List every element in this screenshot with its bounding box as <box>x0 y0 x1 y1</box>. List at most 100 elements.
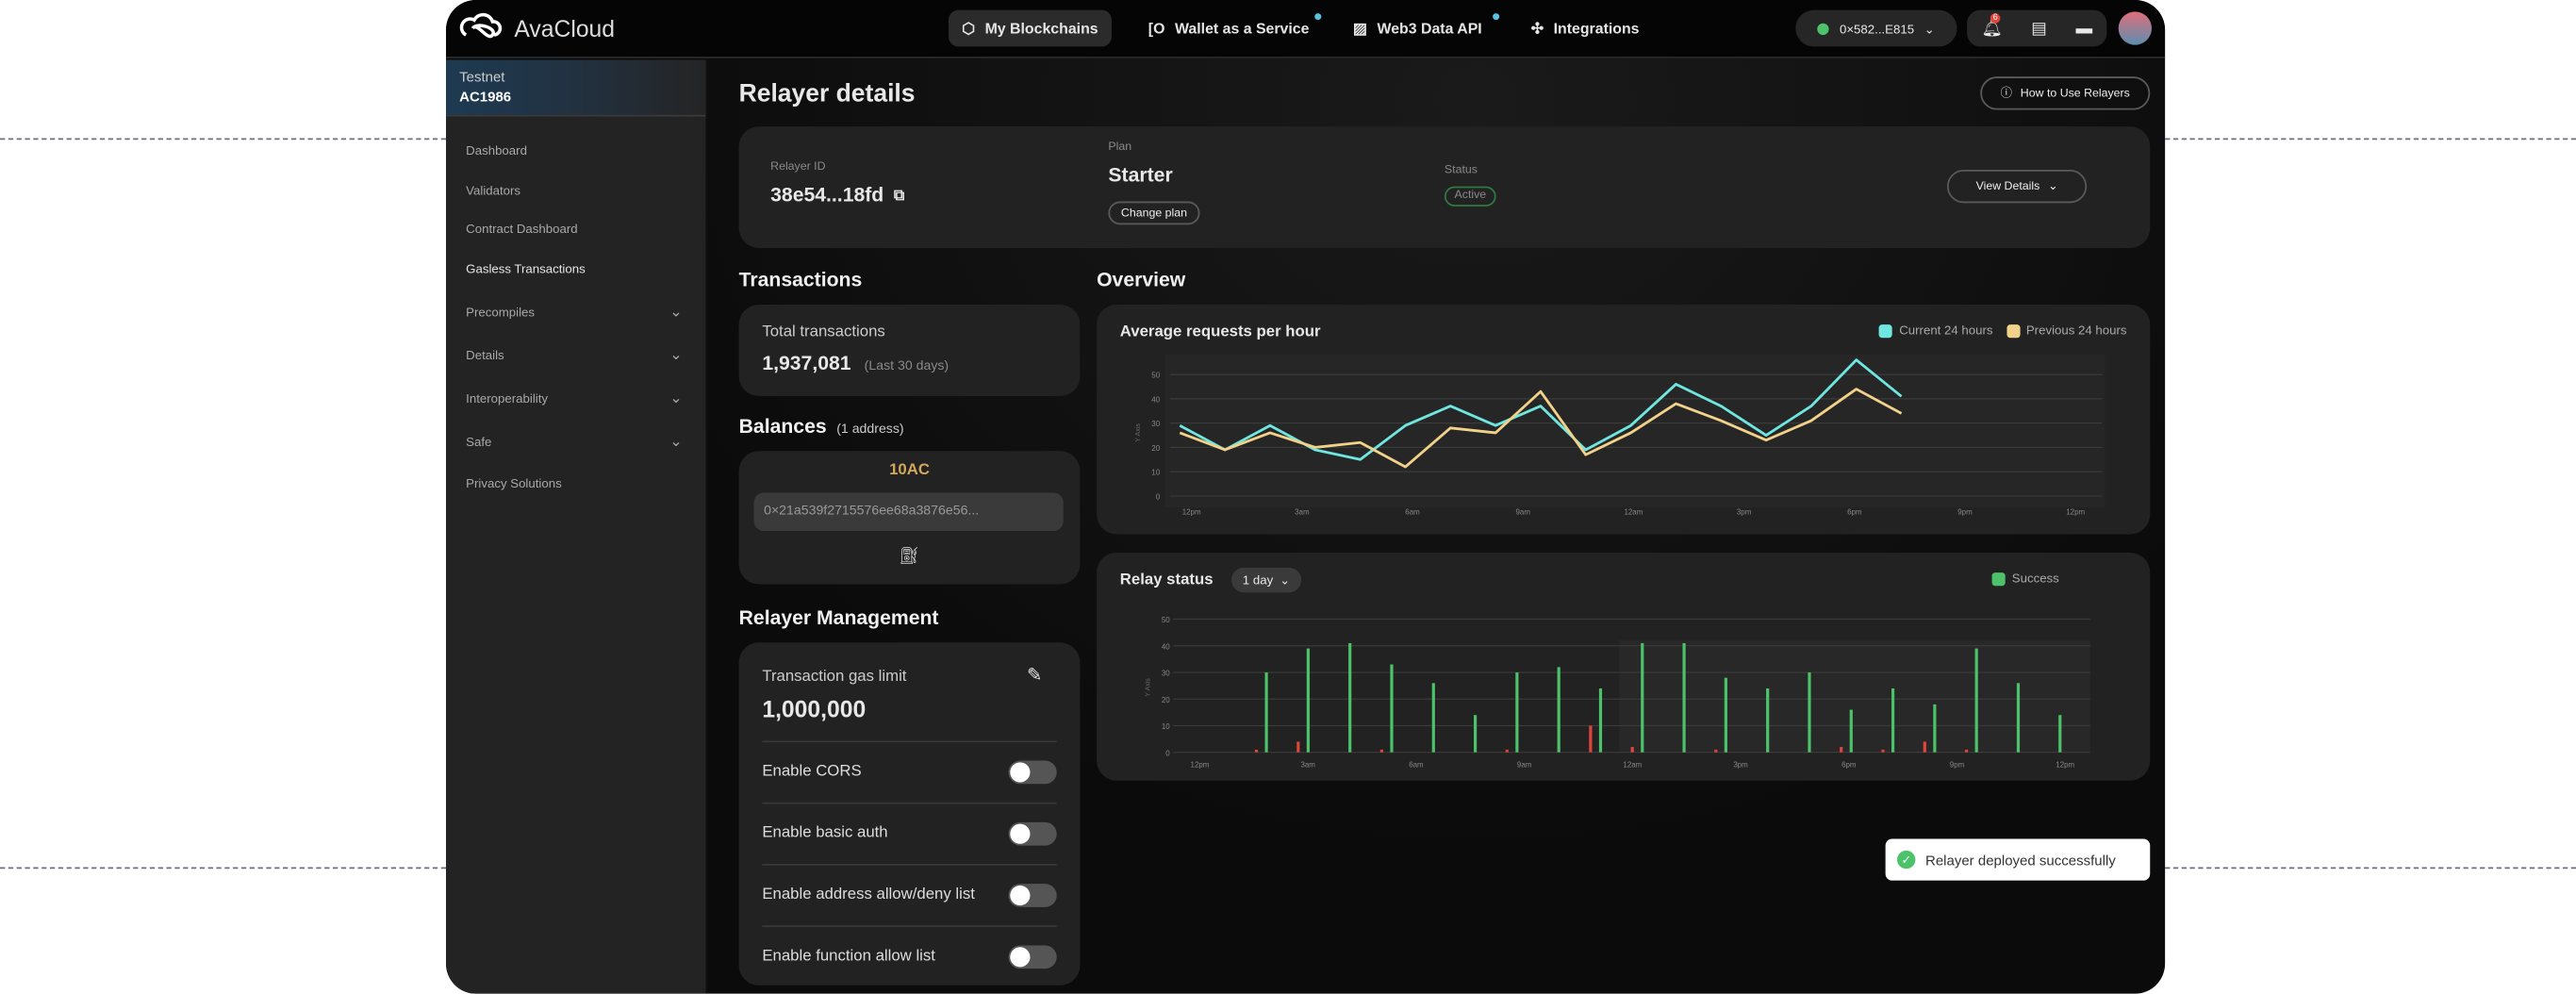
total-value: 1,937,081 <box>762 351 851 375</box>
success-bar <box>1766 688 1770 753</box>
x-tick-label: 12pm <box>1182 507 1201 516</box>
wallet-selector[interactable]: 0×582...E815 ⌄ <box>1795 9 1957 47</box>
logo[interactable]: AvaCloud <box>459 11 615 44</box>
y-tick-label: 50 <box>1162 616 1170 624</box>
page-title: Relayer details <box>738 79 916 108</box>
network-header[interactable]: Testnet AC1986 <box>445 59 706 117</box>
series-line <box>1179 388 1903 469</box>
gas-limit-label: Transaction gas limit <box>762 667 907 687</box>
chart-icon: ▨ <box>1352 19 1367 36</box>
success-bar <box>1264 672 1268 753</box>
failed-bar <box>1254 749 1259 753</box>
relayer-management-card: Transaction gas limit ✎ 1,000,000 Enable… <box>738 642 1081 986</box>
toggle-switch[interactable] <box>1008 820 1057 845</box>
success-bar <box>1431 683 1435 753</box>
y-axis-label: Y Axis <box>1135 423 1142 442</box>
sidebar-item-label: Gasless Transactions <box>466 261 586 276</box>
nav-label: Wallet as a Service <box>1175 20 1310 37</box>
line-chart: 0 10 20 30 40 50 Y Axis 12pm 3am 6am 9am 12am 3pm 6pm… <box>1135 354 2105 516</box>
sidebar-item-interoperability[interactable]: Interoperability ⌄ <box>466 389 682 407</box>
failed-bar <box>1630 747 1634 753</box>
success-bar <box>1933 704 1937 753</box>
range-dropdown[interactable]: 1 day ⌄ <box>1231 567 1302 593</box>
edit-icon[interactable]: ✎ <box>1026 665 1043 687</box>
view-details-button[interactable]: View Details ⌄ <box>1946 170 2088 204</box>
x-tick-label: 6am <box>1405 507 1420 516</box>
sidebar-item-contract-dashboard[interactable]: Contract Dashboard <box>466 222 682 237</box>
nav-integrations[interactable]: ✣ Integrations <box>1518 10 1653 47</box>
failed-bar <box>1379 749 1383 753</box>
success-bar <box>1682 642 1686 753</box>
sidebar-item-details[interactable]: Details ⌄ <box>466 346 682 364</box>
y-tick-label: 10 <box>1162 722 1170 731</box>
sidebar-item-precompiles[interactable]: Precompiles ⌄ <box>466 303 682 321</box>
toggle-switch[interactable] <box>1008 944 1057 969</box>
relayer-id: 38e54...18fd <box>770 183 884 207</box>
legend-label: Success <box>2011 571 2059 587</box>
average-requests-card: Average requests per hour Current 24 hou… <box>1097 304 2151 535</box>
toggle-switch[interactable] <box>1008 883 1057 906</box>
nav-label: Web3 Data API <box>1377 20 1482 37</box>
failed-bar <box>1589 725 1593 753</box>
brand-name: AvaCloud <box>514 14 616 42</box>
how-to-use-relayers-button[interactable]: ⓘ How to Use Relayers <box>1980 76 2151 110</box>
sidebar-item-privacy-solutions[interactable]: Privacy Solutions <box>466 476 682 491</box>
total-transactions-card: Total transactions 1,937,081 (Last 30 day… <box>738 304 1081 397</box>
bell-icon[interactable]: 🔔︎ 6 <box>1981 12 2003 38</box>
chart-title: Average requests per hour <box>1119 323 1321 341</box>
network-name: Testnet <box>459 68 505 86</box>
success-bar <box>1641 642 1644 753</box>
sidebar-item-gasless-transactions[interactable]: Gasless Transactions <box>466 261 682 276</box>
overview-heading: Overview <box>1097 268 1186 291</box>
nav-wallet-as-a-service[interactable]: [O Wallet as a Service <box>1135 10 1323 47</box>
chart-title: Relay status <box>1119 571 1214 589</box>
wallet-address: 0×582...E815 <box>1839 21 1915 36</box>
y-tick-label: 50 <box>1151 372 1160 380</box>
range-value: 1 day <box>1242 572 1274 588</box>
x-tick-label: 6pm <box>1841 761 1857 770</box>
change-plan-button[interactable]: Change plan <box>1108 201 1200 225</box>
success-bar <box>1808 672 1811 753</box>
avatar[interactable] <box>2118 11 2153 45</box>
nav-my-blockchains[interactable]: ⬡ My Blockchains <box>948 9 1112 47</box>
chain-name: AC1986 <box>459 88 512 106</box>
failed-bar <box>1296 741 1300 753</box>
card-icon[interactable]: ▬ <box>2075 19 2093 38</box>
toggle-row: Enable address allow/deny list <box>762 863 1057 924</box>
legend-label: Current 24 hours <box>1899 323 1993 339</box>
copy-icon[interactable]: ⧉ <box>893 185 905 203</box>
legend-swatch <box>2006 323 2020 338</box>
gas-limit-value: 1,000,000 <box>762 695 867 722</box>
chart-legend: Current 24 hours Previous 24 hours <box>1879 323 2127 338</box>
status-label: Status <box>1444 164 1478 177</box>
sidebar-item-safe[interactable]: Safe ⌄ <box>466 433 682 451</box>
y-tick-label: 0 <box>1165 749 1170 757</box>
y-tick-label: 20 <box>1162 696 1170 704</box>
cube-icon: ⬡ <box>962 19 975 36</box>
balance-amount: 10AC <box>889 460 930 480</box>
relay-status-card: Relay status 1 day ⌄ Success 0 10 20 30 40 50 Y… <box>1097 552 2151 781</box>
toggle-row: Enable basic auth <box>762 802 1057 863</box>
sidebar-item-label: Precompiles <box>466 304 536 320</box>
legend-label: Previous 24 hours <box>2025 323 2127 339</box>
x-tick-label: 9pm <box>1957 507 1973 516</box>
y-tick-label: 20 <box>1151 444 1160 453</box>
button-label: View Details <box>1975 180 2040 192</box>
wallet-icon: [O <box>1148 20 1165 37</box>
sidebar-item-validators[interactable]: Validators <box>466 183 682 198</box>
gas-pump-icon[interactable]: ⛽︎ <box>899 547 920 567</box>
success-bar <box>1557 667 1560 753</box>
chevron-down-icon: ⌄ <box>2048 181 2058 193</box>
relayer-details-card: Relayer ID 38e54...18fd ⧉ Plan Starter Ch… <box>738 126 2151 248</box>
nav-web3-data-api[interactable]: ▨ Web3 Data API <box>1340 10 1495 47</box>
sidebar-item-dashboard[interactable]: Dashboard <box>466 143 682 158</box>
x-tick-label: 12pm <box>2056 761 2074 770</box>
y-tick-label: 30 <box>1162 670 1170 678</box>
failed-bar <box>1714 749 1718 753</box>
feedback-icon[interactable]: ▤ <box>2031 19 2047 38</box>
address-field[interactable]: 0×21a539f2715576ee68a3876e56... <box>753 492 1064 532</box>
toggle-switch[interactable] <box>1008 759 1057 784</box>
y-tick-label: 40 <box>1162 642 1170 651</box>
failed-bar <box>1505 749 1509 753</box>
total-label: Total transactions <box>762 323 885 341</box>
